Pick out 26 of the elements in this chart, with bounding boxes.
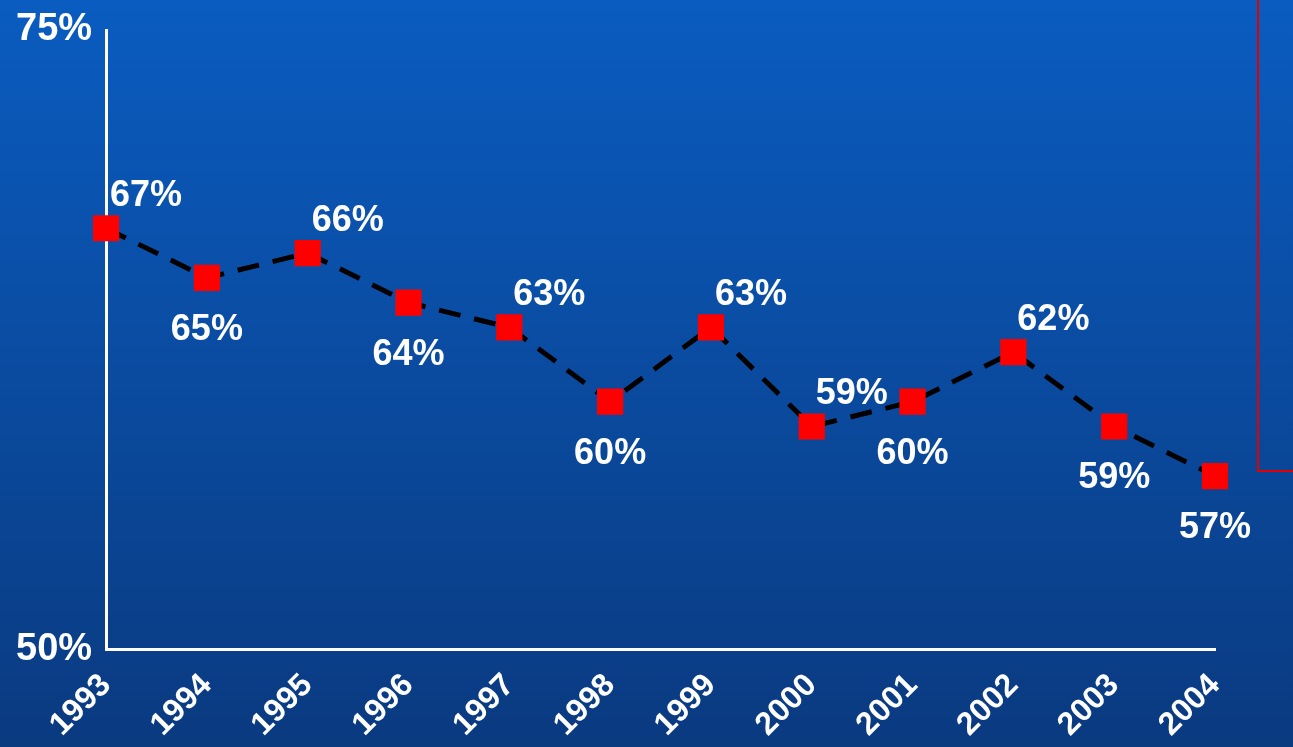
point [798, 413, 825, 440]
point [1201, 462, 1229, 490]
data-label: 60% [876, 430, 949, 472]
point [193, 264, 220, 291]
data-label: 67% [110, 173, 183, 215]
data-label: 59% [815, 371, 888, 413]
data-label: 62% [1017, 297, 1090, 339]
data-label: 64% [372, 331, 445, 373]
point [697, 314, 725, 341]
y-tick-label: 75% [15, 6, 93, 49]
data-label: 63% [714, 272, 787, 314]
y-tick-label: 50% [15, 625, 93, 668]
point [597, 388, 624, 415]
data-label: 65% [170, 306, 243, 348]
point [496, 314, 523, 341]
data-label: 63% [513, 272, 586, 314]
point [899, 388, 926, 415]
point [1101, 413, 1128, 440]
data-label: 57% [1178, 504, 1252, 546]
point [294, 239, 321, 267]
point [92, 215, 120, 242]
point [1000, 339, 1027, 366]
data-label: 60% [574, 430, 647, 472]
point [395, 289, 422, 316]
data-label: 59% [1078, 455, 1151, 497]
data-label: 66% [311, 197, 384, 239]
